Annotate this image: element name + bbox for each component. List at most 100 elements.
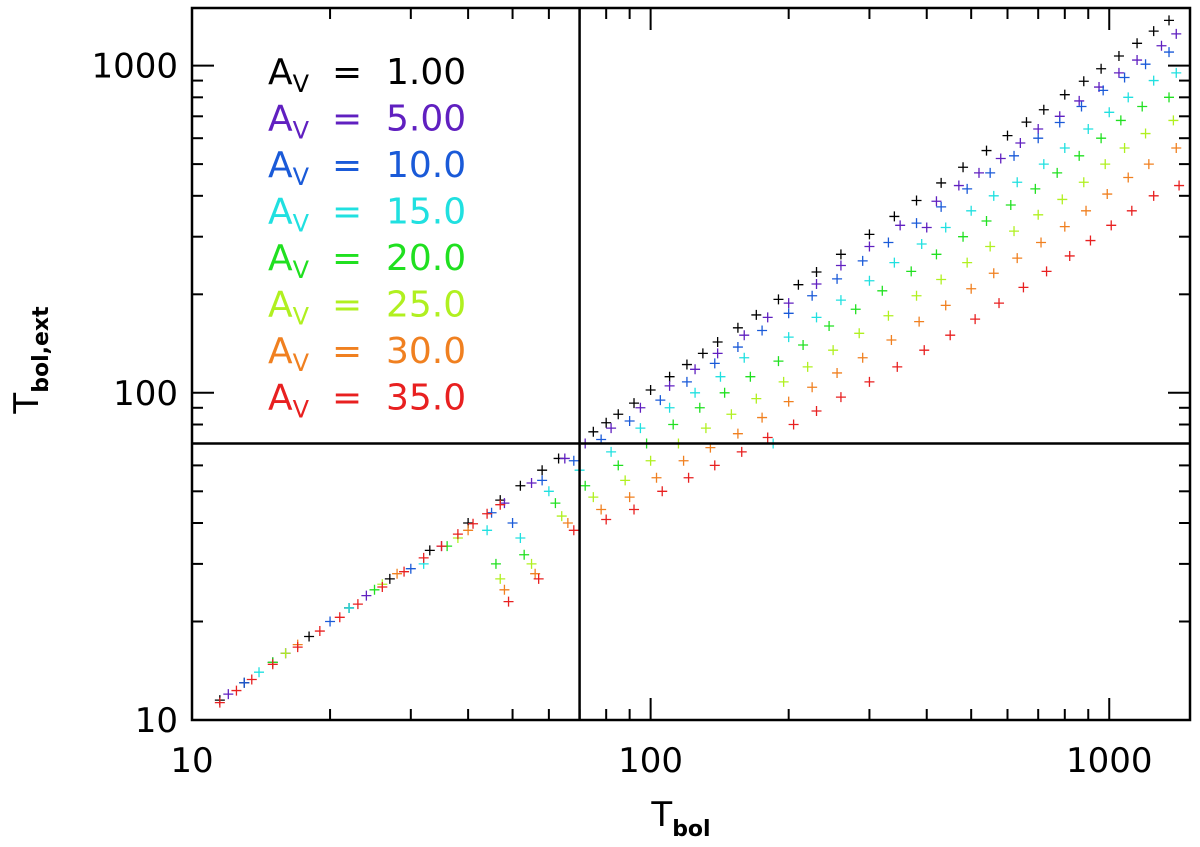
- data-point: [811, 405, 822, 416]
- data-point: [895, 220, 906, 231]
- data-point: [292, 642, 303, 653]
- data-point: [681, 376, 692, 387]
- data-point: [732, 428, 743, 439]
- data-point: [482, 508, 493, 519]
- axis-ticks: [191, 8, 1190, 721]
- data-point: [1113, 51, 1124, 62]
- data-point: [635, 402, 646, 413]
- data-point: [783, 308, 794, 319]
- legend-entry: AV = 30.0: [268, 331, 466, 377]
- data-point: [778, 376, 789, 387]
- data-point: [1143, 159, 1154, 170]
- data-point: [832, 273, 843, 284]
- data-point: [1164, 47, 1175, 58]
- data-point: [940, 300, 951, 311]
- data-point: [231, 685, 242, 696]
- data-point: [712, 336, 723, 347]
- data-point: [405, 563, 416, 574]
- data-point: [788, 419, 799, 430]
- x-axis-title: Tbol: [650, 795, 710, 842]
- x-tick-label: 1000: [1066, 741, 1153, 781]
- data-point: [519, 549, 530, 560]
- data-point: [468, 518, 479, 529]
- data-point: [1074, 150, 1085, 161]
- data-point: [606, 423, 617, 434]
- data-point: [1098, 85, 1109, 96]
- data-point: [811, 279, 822, 290]
- data-point: [588, 492, 599, 503]
- data-point: [1021, 117, 1032, 128]
- data-point: [1059, 143, 1070, 154]
- data-point: [850, 304, 861, 315]
- data-point: [709, 358, 720, 369]
- data-point: [556, 511, 567, 522]
- data-point: [715, 371, 726, 382]
- data-point: [463, 525, 474, 536]
- data-point: [1074, 95, 1085, 106]
- data-point: [1100, 159, 1111, 170]
- data-point: [562, 518, 573, 529]
- data-point: [655, 395, 666, 406]
- data-point: [651, 472, 662, 483]
- data-point: [1168, 115, 1179, 126]
- data-point: [911, 218, 922, 229]
- data-point: [1005, 199, 1016, 210]
- data-point: [807, 382, 818, 393]
- data-point: [936, 177, 947, 188]
- data-point: [745, 371, 756, 382]
- data-point: [601, 514, 612, 525]
- data-point: [361, 590, 372, 601]
- data-point: [629, 504, 640, 515]
- data-point: [304, 631, 315, 642]
- data-point: [953, 180, 964, 191]
- data-point: [1137, 101, 1148, 112]
- data-point: [436, 541, 447, 552]
- series-2: [223, 28, 1182, 700]
- y-tick-label: 10: [135, 701, 178, 741]
- data-point: [886, 335, 897, 346]
- data-point: [214, 697, 225, 708]
- data-point: [911, 195, 922, 206]
- data-point: [762, 432, 773, 443]
- data-point: [857, 352, 868, 363]
- data-point: [1038, 104, 1049, 115]
- legend-entry: AV = 10.0: [268, 145, 466, 191]
- data-point: [921, 222, 932, 233]
- data-point: [246, 674, 257, 685]
- data-point: [883, 310, 894, 321]
- data-point: [1012, 253, 1023, 264]
- data-point: [864, 376, 875, 387]
- data-point: [1085, 235, 1096, 246]
- data-point: [889, 211, 900, 222]
- data-point: [223, 689, 234, 700]
- series-7: [292, 143, 1182, 650]
- data-point: [1033, 124, 1044, 135]
- data-point: [712, 348, 723, 359]
- data-point: [824, 321, 835, 332]
- data-point: [1140, 59, 1151, 70]
- data-point: [1102, 189, 1113, 200]
- data-point: [1096, 63, 1107, 74]
- data-point: [798, 339, 809, 350]
- data-point: [588, 426, 599, 437]
- data-point: [757, 412, 768, 423]
- data-point: [970, 314, 981, 325]
- legend-entry: AV = 5.00: [268, 99, 466, 145]
- data-point: [334, 612, 345, 623]
- series-5: [267, 92, 1175, 668]
- data-point: [1052, 167, 1063, 178]
- data-point: [629, 398, 640, 409]
- data-point: [507, 518, 518, 529]
- data-point: [700, 423, 711, 434]
- data-point: [1132, 38, 1143, 49]
- data-point: [596, 504, 607, 515]
- data-point: [864, 229, 875, 240]
- data-point: [239, 677, 250, 688]
- data-point: [1126, 205, 1137, 216]
- data-point: [916, 238, 927, 249]
- data-point: [624, 416, 635, 427]
- data-point: [537, 475, 548, 486]
- data-point: [1119, 143, 1130, 154]
